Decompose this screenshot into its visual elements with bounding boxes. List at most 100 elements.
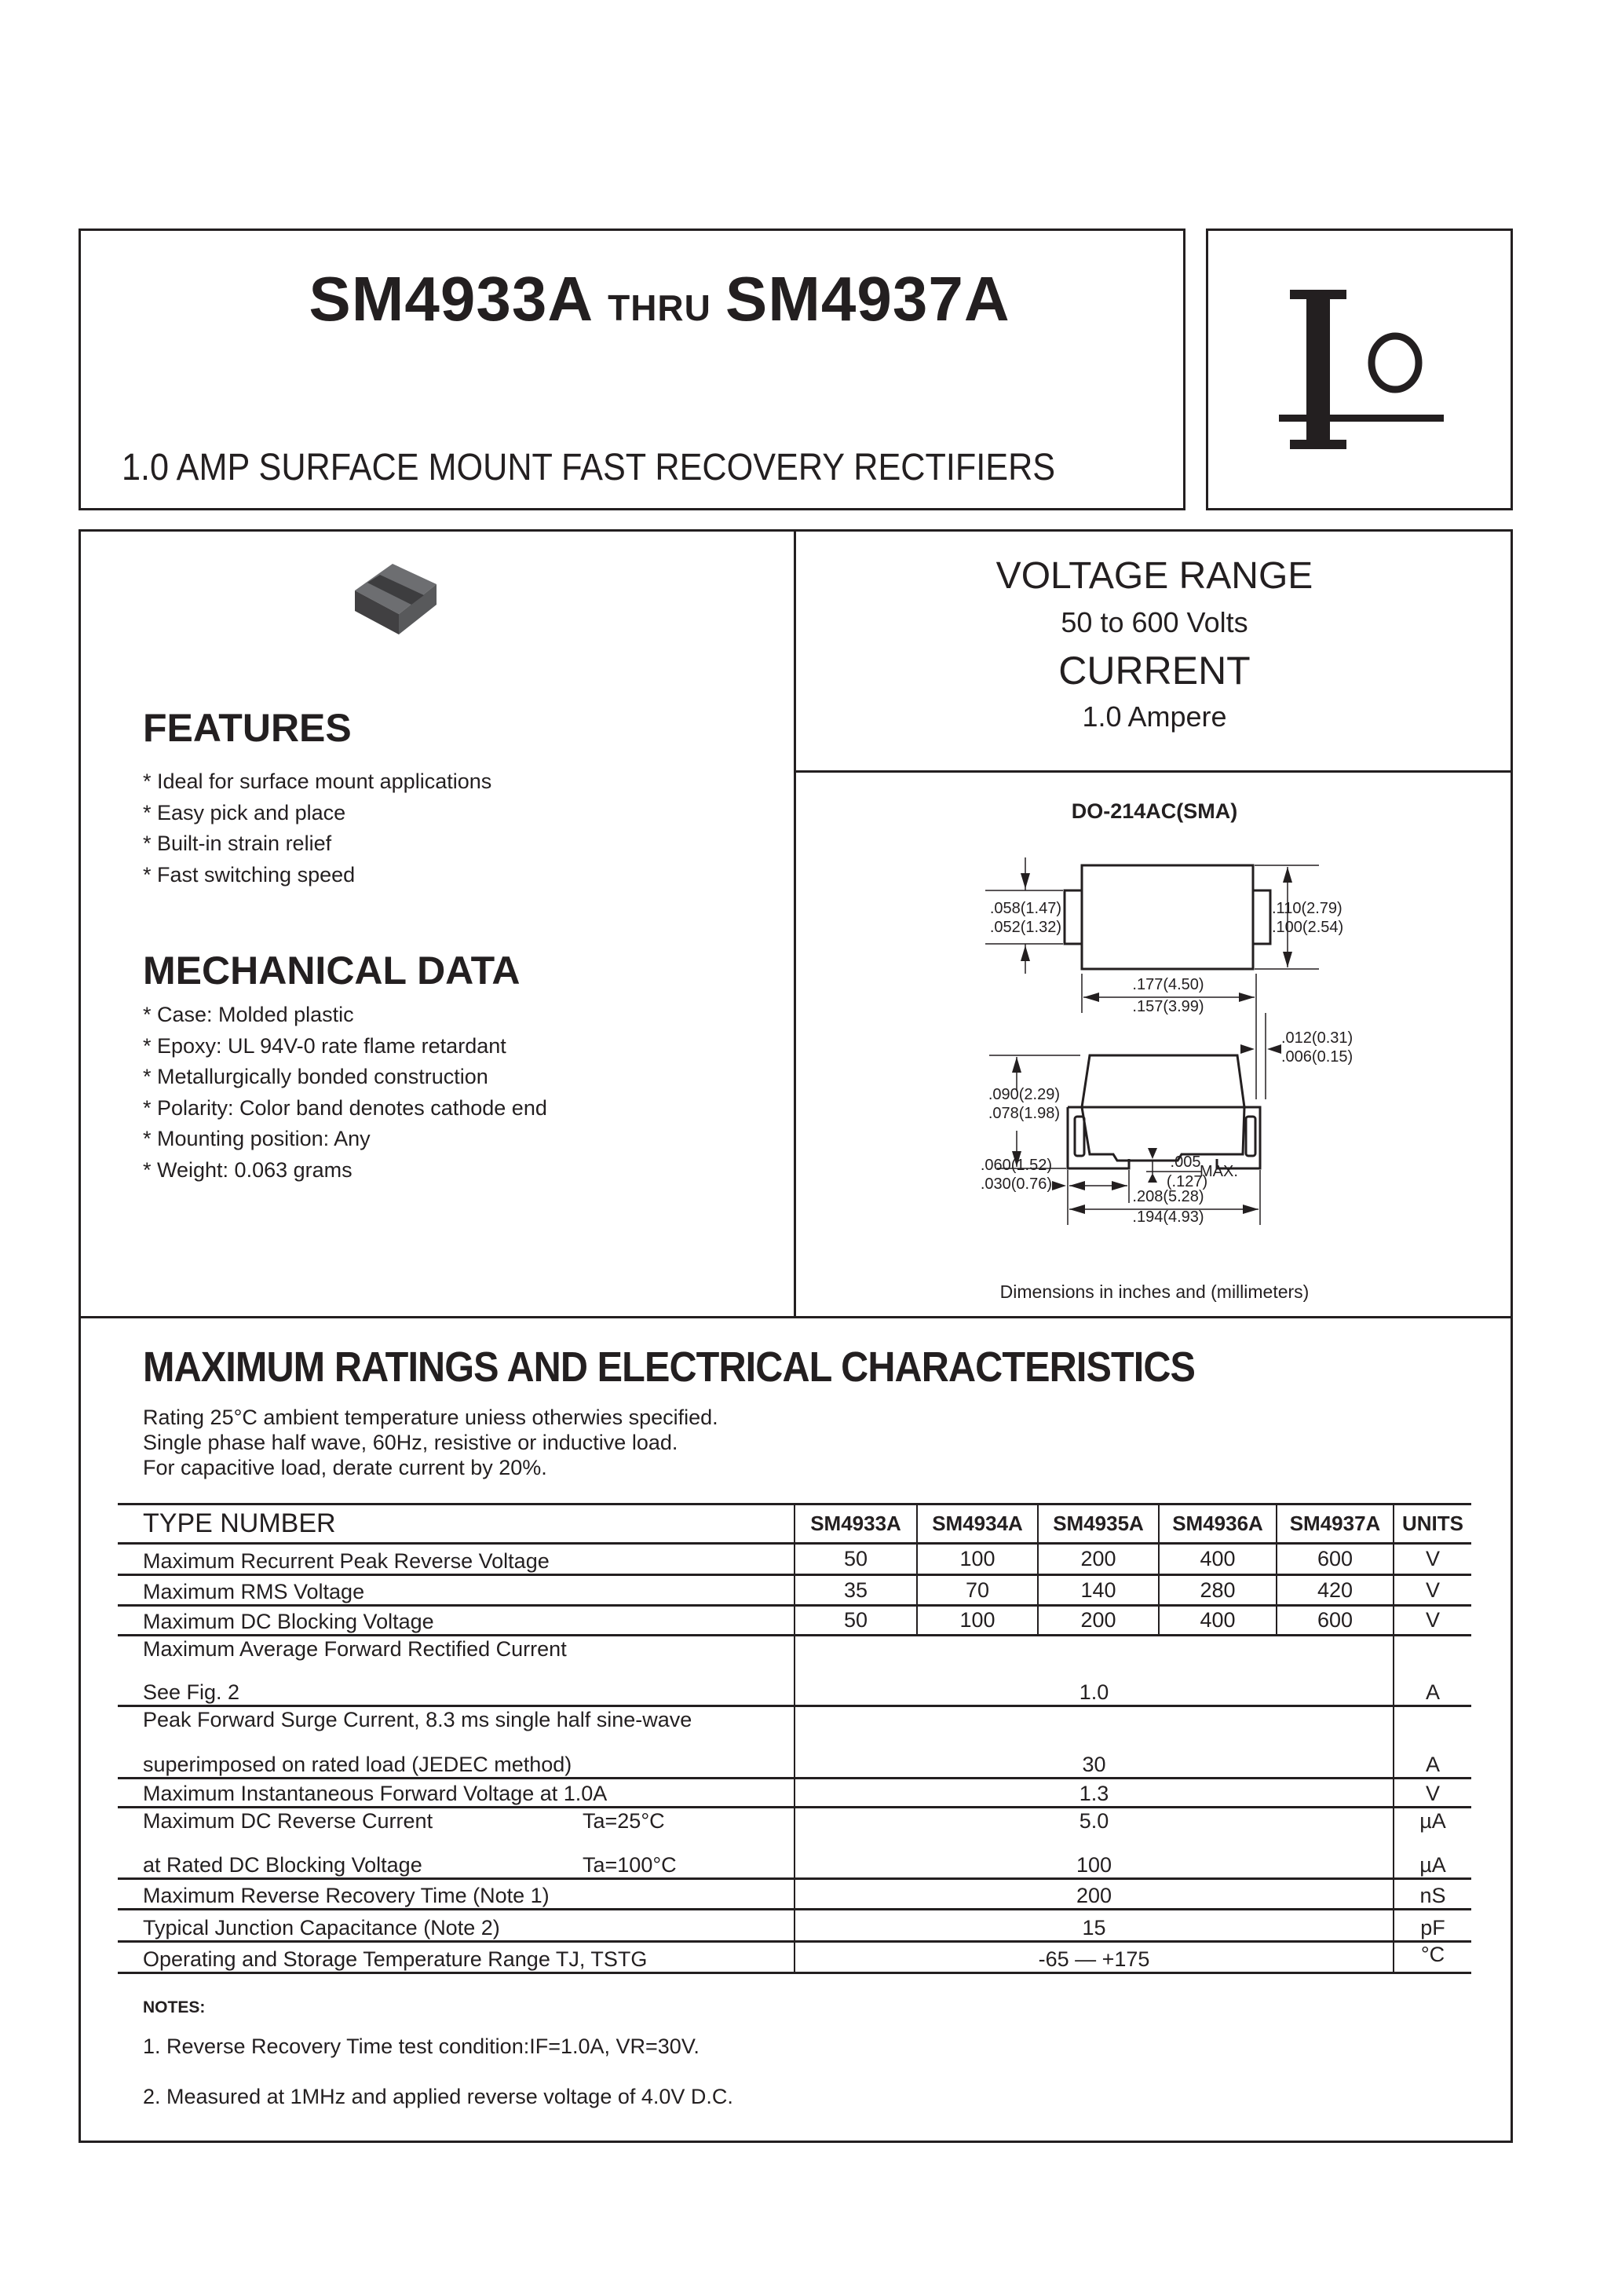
dim-lead-t-max: .012(0.31) [1281,1029,1353,1047]
condition: Ta=100°C [583,1853,677,1877]
cell: 50 [794,1604,917,1636]
note-item: 2. Measured at 1MHz and applied reverse … [143,2085,733,2108]
part-header: SM4934A [916,1503,1038,1544]
mechanical-item: * Mounting position: Any [143,1127,371,1150]
table-row: Maximum Average Forward Rectified Curren… [118,1634,1471,1706]
dim-foot-min: .030(0.76) [981,1175,1052,1193]
row-label: Maximum Instantaneous Forward Voltage at… [118,1777,795,1808]
part-start: SM4933A [309,264,594,334]
cell: 5.0 [1079,1809,1109,1833]
row-label: Maximum Reverse Recovery Time (Note 1) [118,1877,795,1910]
part-end: SM4937A [725,264,1010,334]
row-label: Maximum Recurrent Peak Reverse Voltage [118,1542,795,1575]
thru-label: THRU [608,287,711,328]
dim-tab-h-min: .052(1.32) [990,919,1061,936]
features-heading: FEATURES [143,706,352,750]
document-title: SM4933A THRU SM4937A [188,263,1131,335]
package-name: DO-214AC(SMA) [1071,799,1238,823]
unit: V [1393,1777,1471,1808]
mechanical-list: * Case: Molded plastic * Epoxy: UL 94V-0… [143,1003,547,1189]
unit: V [1393,1604,1471,1636]
unit-cell: µA µA [1393,1806,1471,1879]
condition-line: Rating 25°C ambient temperature uniess o… [143,1406,718,1429]
dim-standoff-note: MAX. [1200,1163,1238,1180]
dim-lead-t-min: .006(0.15) [1281,1048,1353,1066]
unit: pF [1393,1908,1471,1942]
cell: 600 [1276,1604,1394,1636]
condition-line: Single phase half wave, 60Hz, resistive … [143,1431,678,1454]
part-header: SM4935A [1037,1503,1159,1544]
feature-item: * Built-in strain relief [143,832,332,855]
dim-overall-min: .194(4.93) [1132,1208,1204,1226]
mechanical-item: * Case: Molded plastic [143,1003,354,1026]
row-label: superimposed on rated load (JEDEC method… [143,1753,572,1776]
company-logo-icon [1279,290,1444,449]
table-row: Maximum DC Reverse Current at Rated DC B… [118,1806,1471,1879]
cell: 1.0 [794,1634,1394,1706]
cell: 280 [1158,1574,1277,1606]
voltage-range-label: VOLTAGE RANGE [995,555,1313,597]
dim-standoff-mm: (.127) [1167,1173,1207,1190]
features-list: * Ideal for surface mount applications *… [143,770,491,894]
table-row: Maximum Reverse Recovery Time (Note 1) 2… [118,1877,1471,1910]
document-subtitle: 1.0 AMP SURFACE MOUNT FAST RECOVERY RECT… [122,447,1056,488]
ratings-table: TYPE NUMBER SM4933A SM4934A SM4935A SM49… [118,1503,1471,1974]
unit: µA [1419,1853,1446,1877]
table-row: Maximum Instantaneous Forward Voltage at… [118,1777,1471,1808]
cell: 100 [916,1542,1038,1575]
cell: 50 [794,1542,917,1575]
condition: Ta=25°C [583,1809,665,1833]
current-label: CURRENT [1058,649,1251,693]
row-label: Maximum RMS Voltage [118,1574,795,1606]
ratings-box [79,1316,1513,2143]
type-number-header: TYPE NUMBER [118,1503,795,1544]
title-box [79,229,1185,510]
dim-body-h-min: .100(2.54) [1272,919,1343,936]
unit: A [1393,1634,1471,1706]
units-header: UNITS [1393,1503,1471,1544]
condition-line: For capacitive load, derate current by 2… [143,1456,547,1479]
table-row: Maximum RMS Voltage 35 70 140 280 420 V [118,1574,1471,1606]
mechanical-heading: MECHANICAL DATA [143,949,521,993]
row-label: Maximum DC Blocking Voltage [118,1604,795,1636]
cell: 100 [916,1604,1038,1636]
feature-item: * Easy pick and place [143,800,346,824]
cell: 100 [1076,1853,1112,1877]
unit: A [1393,1705,1471,1779]
cell: 35 [794,1574,917,1606]
logo-box [1206,229,1513,510]
row-label-cell: Peak Forward Surge Current, 8.3 ms singl… [118,1705,795,1779]
part-header: SM4937A [1276,1503,1394,1544]
vertical-divider [794,529,796,1318]
row-label-cell: Maximum Average Forward Rectified Curren… [118,1634,795,1706]
feature-item: * Fast switching speed [143,862,356,887]
note-item: 1. Reverse Recovery Time test condition:… [143,2035,700,2058]
row-label: Maximum Average Forward Rectified Curren… [143,1637,567,1661]
unit: V [1393,1542,1471,1575]
voltage-range-value: 50 to 600 Volts [1061,606,1248,638]
row-label: Typical Junction Capacitance (Note 2) [118,1908,795,1942]
dim-tab-h-max: .058(1.47) [990,900,1061,917]
cell: 1.3 [794,1777,1394,1808]
notes-heading: NOTES: [143,1998,206,2016]
ratings-conditions: Rating 25°C ambient temperature uniess o… [143,1405,718,1480]
part-header: SM4936A [1158,1503,1277,1544]
mechanical-item: * Weight: 0.063 grams [143,1157,353,1182]
dim-height-max: .090(2.29) [988,1086,1060,1103]
mechanical-item: * Epoxy: UL 94V-0 rate flame retardant [143,1033,506,1058]
row-label: Operating and Storage Temperature Range … [118,1940,795,1974]
cell: 420 [1276,1574,1394,1606]
feature-item: * Ideal for surface mount applications [143,770,492,793]
dim-overall-max: .208(5.28) [1132,1188,1204,1205]
table-row: Peak Forward Surge Current, 8.3 ms singl… [118,1705,1471,1779]
mechanical-item: * Metallurgically bonded construction [143,1065,488,1088]
dim-height-min: .078(1.98) [988,1105,1060,1122]
package-outline-drawing: .058(1.47) .052(1.32) .090(2.29) .078(1.… [981,857,1353,1226]
row-label: at Rated DC Blocking Voltage [143,1853,422,1877]
ratings-heading: MAXIMUM RATINGS AND ELECTRICAL CHARACTER… [143,1344,1196,1391]
cell: 30 [794,1705,1394,1779]
unit: µA [1419,1809,1446,1833]
mechanical-item: * Polarity: Color band denotes cathode e… [143,1095,547,1120]
table-header-row: TYPE NUMBER SM4933A SM4934A SM4935A SM49… [118,1503,1471,1544]
row-label-cell: Maximum DC Reverse Current at Rated DC B… [118,1806,795,1879]
